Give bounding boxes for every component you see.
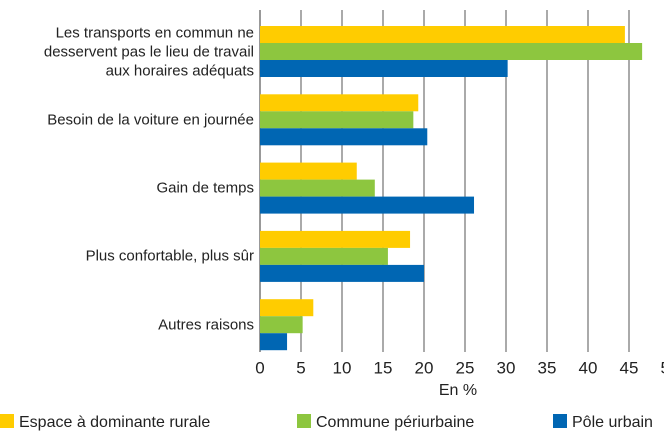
legend-swatch — [297, 414, 311, 428]
x-tick-label: 5 — [296, 358, 305, 377]
legend-swatch — [553, 414, 567, 428]
x-tick-label: 10 — [333, 358, 352, 377]
bar — [260, 162, 357, 180]
bar — [260, 179, 375, 197]
y-tick-label: Gain de temps — [156, 179, 254, 197]
y-tick-label: Besoin de la voiture en journée — [47, 111, 254, 129]
y-tick-label: Plus confortable, plus sûr — [85, 247, 254, 265]
bar — [260, 60, 508, 77]
x-tick-label: 45 — [620, 358, 639, 377]
bar — [260, 128, 428, 146]
x-tick-label: 50 — [661, 358, 664, 377]
x-tick-label: 35 — [538, 358, 557, 377]
legend-label: Espace à dominante rurale — [19, 414, 210, 431]
x-tick-label: 0 — [255, 358, 264, 377]
bar — [260, 264, 424, 282]
x-axis-label: En % — [439, 382, 477, 399]
bar — [260, 230, 411, 248]
bar — [260, 111, 414, 129]
y-tick-label: Autres raisons — [158, 316, 254, 334]
legend-swatch — [0, 414, 14, 428]
legend-label: Commune périurbaine — [316, 414, 474, 431]
x-tick-label: 30 — [497, 358, 516, 377]
bar — [260, 196, 475, 214]
bar — [260, 316, 303, 334]
x-tick-label: 25 — [456, 358, 475, 377]
bar — [260, 26, 625, 43]
x-tick-label: 40 — [579, 358, 598, 377]
bar — [260, 247, 388, 265]
legend-label: Pôle urbain — [572, 414, 653, 431]
bar — [260, 333, 288, 351]
x-tick-label: 20 — [415, 358, 434, 377]
y-tick-label: Les transports en commun ne desservent p… — [43, 24, 254, 79]
bar — [260, 94, 419, 112]
x-tick-label: 15 — [374, 358, 393, 377]
bar — [260, 299, 314, 317]
bar — [260, 43, 643, 60]
